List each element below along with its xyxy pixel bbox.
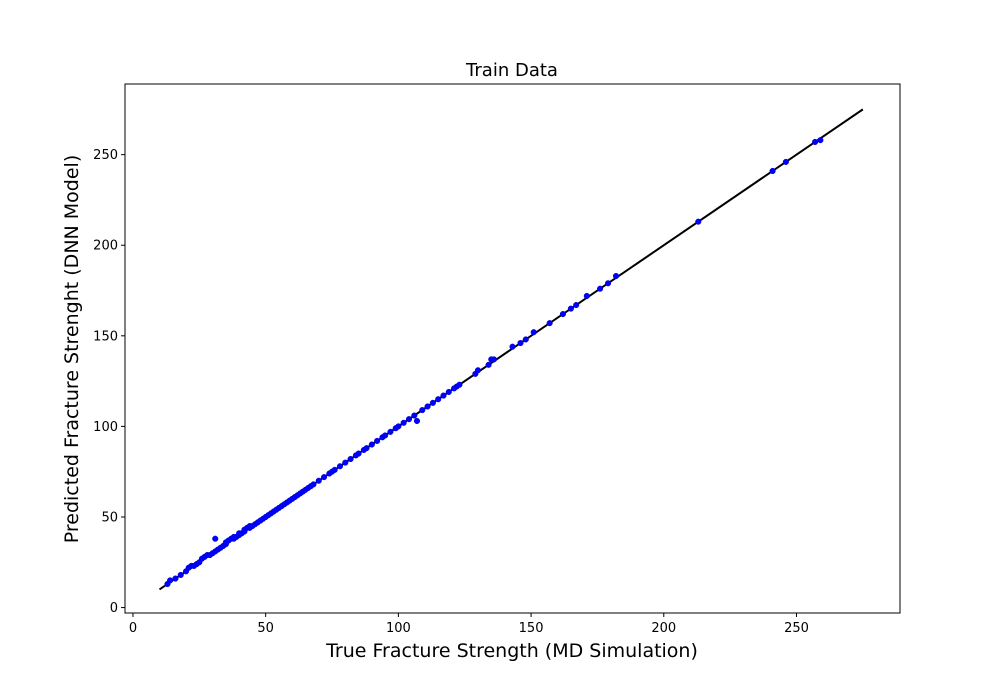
- data-point: [411, 412, 418, 419]
- data-point: [429, 399, 436, 406]
- data-point: [474, 367, 482, 374]
- data-point: [355, 450, 362, 457]
- data-point: [530, 329, 537, 336]
- data-point: [522, 336, 529, 343]
- data-point: [509, 343, 516, 350]
- data-point: [597, 285, 604, 292]
- data-point: [546, 320, 553, 327]
- chart-title: Train Data: [465, 60, 558, 81]
- data-point: [382, 432, 389, 439]
- y-tick-label: 50: [101, 510, 118, 525]
- data-point: [336, 463, 344, 470]
- data-point: [342, 459, 349, 466]
- data-point: [782, 158, 789, 165]
- y-axis-title: Predicted Fracture Strenght (DNN Model): [61, 155, 83, 544]
- data-point: [490, 356, 497, 363]
- y-tick-label: 150: [93, 329, 118, 344]
- data-point: [573, 301, 580, 309]
- data-point: [567, 305, 574, 312]
- data-point: [812, 138, 819, 146]
- y-tick-label: 100: [93, 420, 118, 435]
- data-point: [419, 407, 426, 414]
- y-tick-label: 0: [110, 601, 118, 616]
- data-point: [440, 392, 447, 399]
- data-point: [559, 311, 566, 318]
- data-point: [315, 477, 322, 484]
- data-point: [405, 416, 413, 423]
- data-point: [612, 272, 620, 280]
- x-tick-label: 100: [386, 621, 411, 636]
- x-axis-title: True Fracture Strength (MD Simulation): [325, 640, 698, 662]
- data-point: [583, 292, 590, 300]
- x-tick-label: 50: [257, 621, 274, 636]
- data-point: [331, 466, 338, 473]
- plot-area: [158, 108, 864, 591]
- data-point: [445, 388, 452, 396]
- data-point: [695, 218, 702, 225]
- x-tick-label: 250: [784, 621, 809, 636]
- data-point: [400, 419, 407, 426]
- data-point: [517, 340, 524, 347]
- data-point: [395, 423, 402, 430]
- data-point: [604, 280, 612, 287]
- plot-frame: [124, 83, 901, 614]
- data-point: [435, 396, 442, 403]
- data-point: [485, 361, 492, 368]
- data-point: [172, 575, 179, 582]
- x-tick-label: 150: [519, 621, 544, 636]
- data-point: [310, 481, 317, 488]
- data-point: [413, 417, 421, 425]
- data-point: [167, 577, 174, 584]
- data-point: [387, 428, 394, 435]
- data-point: [368, 441, 375, 448]
- data-point: [177, 571, 184, 579]
- x-axis: 0 50 100 150 200 250: [129, 613, 809, 636]
- y-axis: 0 50 100 150 200 250: [93, 148, 125, 616]
- data-point: [212, 535, 219, 542]
- data-point: [347, 455, 354, 463]
- x-tick-label: 0: [129, 621, 137, 636]
- data-point: [769, 167, 776, 175]
- y-tick-label: 250: [93, 148, 118, 163]
- data-point: [456, 381, 463, 388]
- data-point: [424, 403, 431, 410]
- data-point: [374, 437, 381, 444]
- data-point: [363, 445, 370, 452]
- x-tick-label: 200: [651, 621, 676, 636]
- data-point: [817, 137, 824, 144]
- data-point: [321, 474, 328, 481]
- y-tick-label: 200: [93, 239, 118, 254]
